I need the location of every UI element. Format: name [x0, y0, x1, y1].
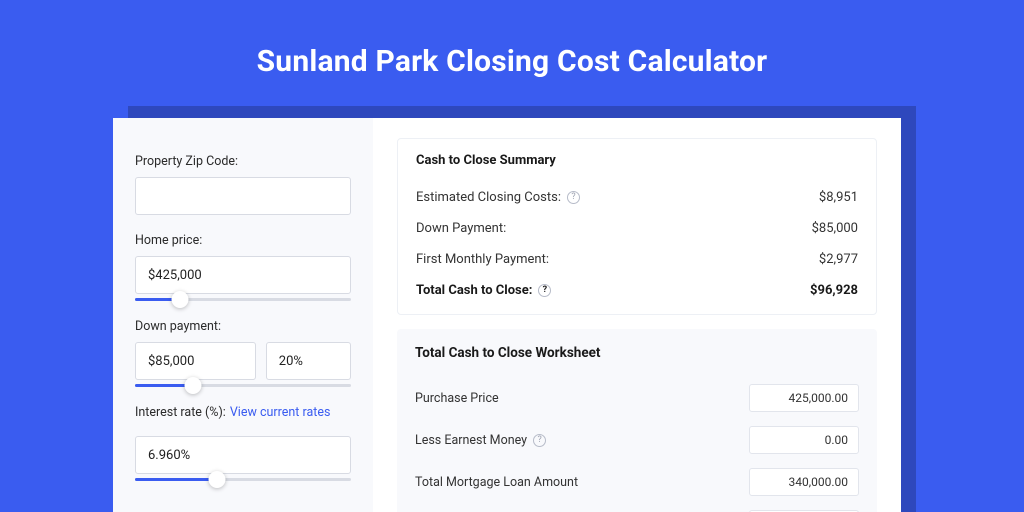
summary-total-value: $96,928: [810, 283, 858, 298]
zip-input[interactable]: [135, 177, 351, 215]
summary-row-total: Total Cash to Close: ? $96,928: [416, 275, 858, 306]
down-payment-label: Down payment:: [135, 319, 351, 334]
calculator-card: Property Zip Code: Home price: Down paym…: [113, 118, 901, 512]
help-icon[interactable]: ?: [538, 284, 551, 297]
down-payment-input[interactable]: [135, 342, 256, 380]
slider-fill: [135, 478, 217, 481]
down-payment-pct-input[interactable]: [266, 342, 351, 380]
view-rates-link[interactable]: View current rates: [230, 405, 331, 420]
results-panel: Cash to Close Summary Estimated Closing …: [373, 118, 901, 512]
down-payment-group: Down payment:: [135, 319, 351, 387]
page-title: Sunland Park Closing Cost Calculator: [0, 0, 1024, 79]
slider-thumb[interactable]: [185, 377, 202, 394]
interest-rate-input[interactable]: [135, 436, 351, 474]
zip-label: Property Zip Code:: [135, 154, 351, 169]
worksheet-label: Less Earnest Money: [415, 433, 527, 448]
help-icon[interactable]: ?: [567, 191, 580, 204]
worksheet-label: Purchase Price: [415, 391, 499, 406]
worksheet-title: Total Cash to Close Worksheet: [415, 345, 859, 361]
home-price-group: Home price:: [135, 233, 351, 301]
home-price-slider[interactable]: [135, 298, 351, 301]
worksheet-label: Total Mortgage Loan Amount: [415, 475, 578, 490]
slider-thumb[interactable]: [172, 291, 189, 308]
interest-rate-slider[interactable]: [135, 478, 351, 481]
summary-row-down-payment: Down Payment: $85,000: [416, 213, 858, 244]
summary-label: First Monthly Payment:: [416, 252, 549, 267]
summary-card: Cash to Close Summary Estimated Closing …: [397, 138, 877, 315]
summary-label: Estimated Closing Costs:: [416, 190, 561, 205]
home-price-label: Home price:: [135, 233, 351, 248]
help-icon[interactable]: ?: [533, 434, 546, 447]
home-price-input[interactable]: [135, 256, 351, 294]
worksheet-row-second-mortgage: Total Second Mortgage Amount ?: [415, 503, 859, 512]
worksheet-row-mortgage-amount: Total Mortgage Loan Amount: [415, 461, 859, 503]
interest-rate-group: Interest rate (%): View current rates: [135, 405, 351, 481]
down-payment-slider[interactable]: [135, 384, 351, 387]
slider-thumb[interactable]: [209, 471, 226, 488]
zip-field-group: Property Zip Code:: [135, 154, 351, 215]
summary-label: Down Payment:: [416, 221, 506, 236]
summary-value: $2,977: [819, 252, 858, 267]
inputs-panel: Property Zip Code: Home price: Down paym…: [113, 118, 373, 512]
summary-title: Cash to Close Summary: [416, 153, 858, 168]
worksheet-row-earnest-money: Less Earnest Money ?: [415, 419, 859, 461]
worksheet-input-earnest-money[interactable]: [749, 426, 859, 454]
summary-total-label: Total Cash to Close:: [416, 283, 532, 298]
worksheet-row-purchase-price: Purchase Price: [415, 377, 859, 419]
worksheet-input-purchase-price[interactable]: [749, 384, 859, 412]
worksheet-input-mortgage-amount[interactable]: [749, 468, 859, 496]
worksheet-card: Total Cash to Close Worksheet Purchase P…: [397, 329, 877, 512]
summary-value: $85,000: [812, 221, 858, 236]
summary-value: $8,951: [819, 190, 858, 205]
interest-rate-label: Interest rate (%):: [135, 405, 226, 420]
summary-row-first-payment: First Monthly Payment: $2,977: [416, 244, 858, 275]
summary-row-closing-costs: Estimated Closing Costs: ? $8,951: [416, 182, 858, 213]
